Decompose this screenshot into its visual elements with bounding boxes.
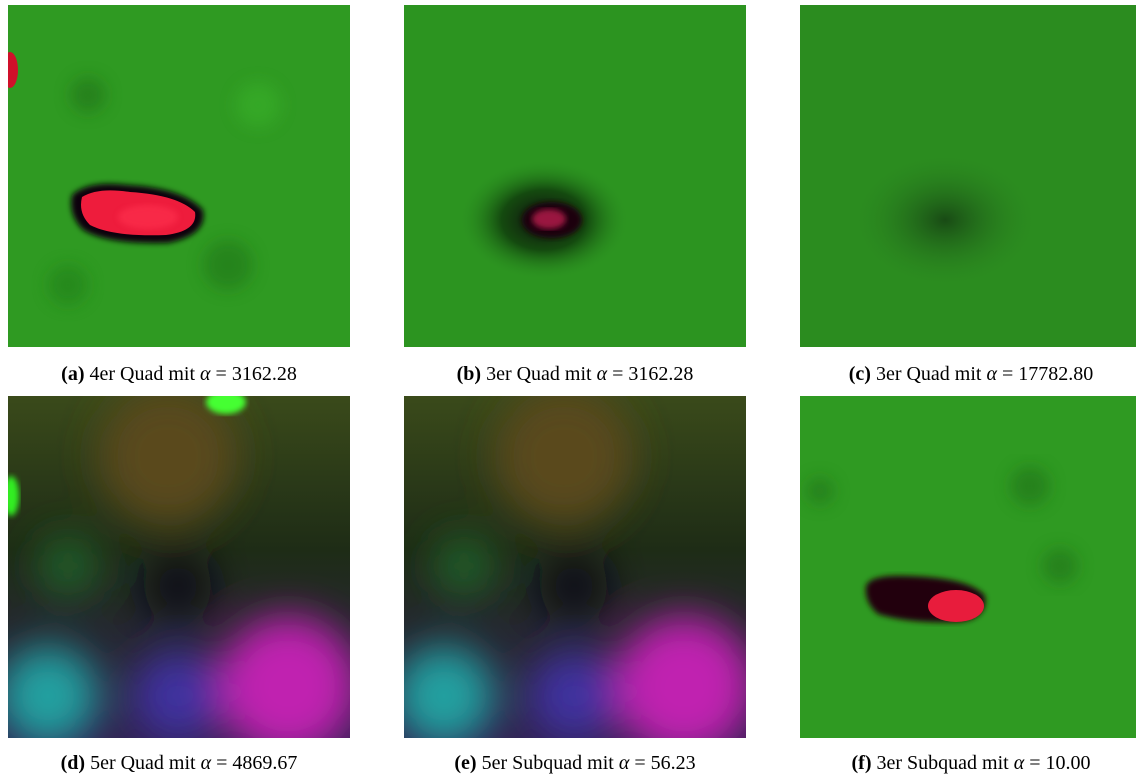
panel-a: (a) 4er Quad mit α = 3162.28 [8,5,350,347]
caption-label: (e) [454,752,476,774]
caption-text: 4er Quad mit [90,363,196,385]
caption-relation: = [1002,363,1013,385]
panel-d: (d) 5er Quad mit α = 4869.67 [8,396,350,738]
caption-text: 5er Quad mit [90,752,196,774]
figure-page: {"panels": [ {"label": "(a)", "text": "4… [0,0,1136,780]
caption-symbol: α [1014,752,1025,774]
panel-image [800,396,1136,738]
caption-symbol: α [619,752,630,774]
caption-text: 5er Subquad mit [482,752,614,774]
panel-c: (c) 3er Quad mit α = 17782.80 [800,5,1136,347]
caption-label: (c) [849,363,871,385]
caption-symbol: α [200,363,211,385]
caption-relation: = [1029,752,1040,774]
caption-value: 3162.28 [628,363,693,385]
caption-relation: = [612,363,623,385]
caption-symbol: α [201,752,212,774]
caption-value: 17782.80 [1018,363,1093,385]
caption-value: 4869.67 [232,752,297,774]
panel-image [800,5,1136,347]
caption: (b) 3er Quad mit α = 3162.28 [374,363,776,386]
caption-text: 3er Quad mit [876,363,982,385]
panel-image [8,396,350,738]
caption-text: 3er Quad mit [486,363,592,385]
panel-image [404,5,746,347]
caption-symbol: α [986,363,997,385]
caption-value: 56.23 [651,752,696,774]
caption-label: (a) [61,363,84,385]
caption: (f) 3er Subquad mit α = 10.00 [770,752,1136,775]
caption-relation: = [216,363,227,385]
panel-f: (f) 3er Subquad mit α = 10.00 [800,396,1136,738]
panel-image [8,5,350,347]
panel-e: (e) 5er Subquad mit α = 56.23 [404,396,746,738]
caption-label: (d) [61,752,85,774]
caption-label: (f) [852,752,872,774]
caption-value: 10.00 [1045,752,1090,774]
caption-relation: = [634,752,645,774]
caption-label: (b) [457,363,481,385]
caption: (d) 5er Quad mit α = 4869.67 [0,752,380,775]
caption: (a) 4er Quad mit α = 3162.28 [0,363,380,386]
caption: (e) 5er Subquad mit α = 56.23 [374,752,776,775]
caption: (c) 3er Quad mit α = 17782.80 [770,363,1136,386]
caption-value: 3162.28 [232,363,297,385]
panel-image [404,396,746,738]
caption-relation: = [216,752,227,774]
caption-symbol: α [597,363,608,385]
panel-b: (b) 3er Quad mit α = 3162.28 [404,5,746,347]
caption-text: 3er Subquad mit [876,752,1008,774]
